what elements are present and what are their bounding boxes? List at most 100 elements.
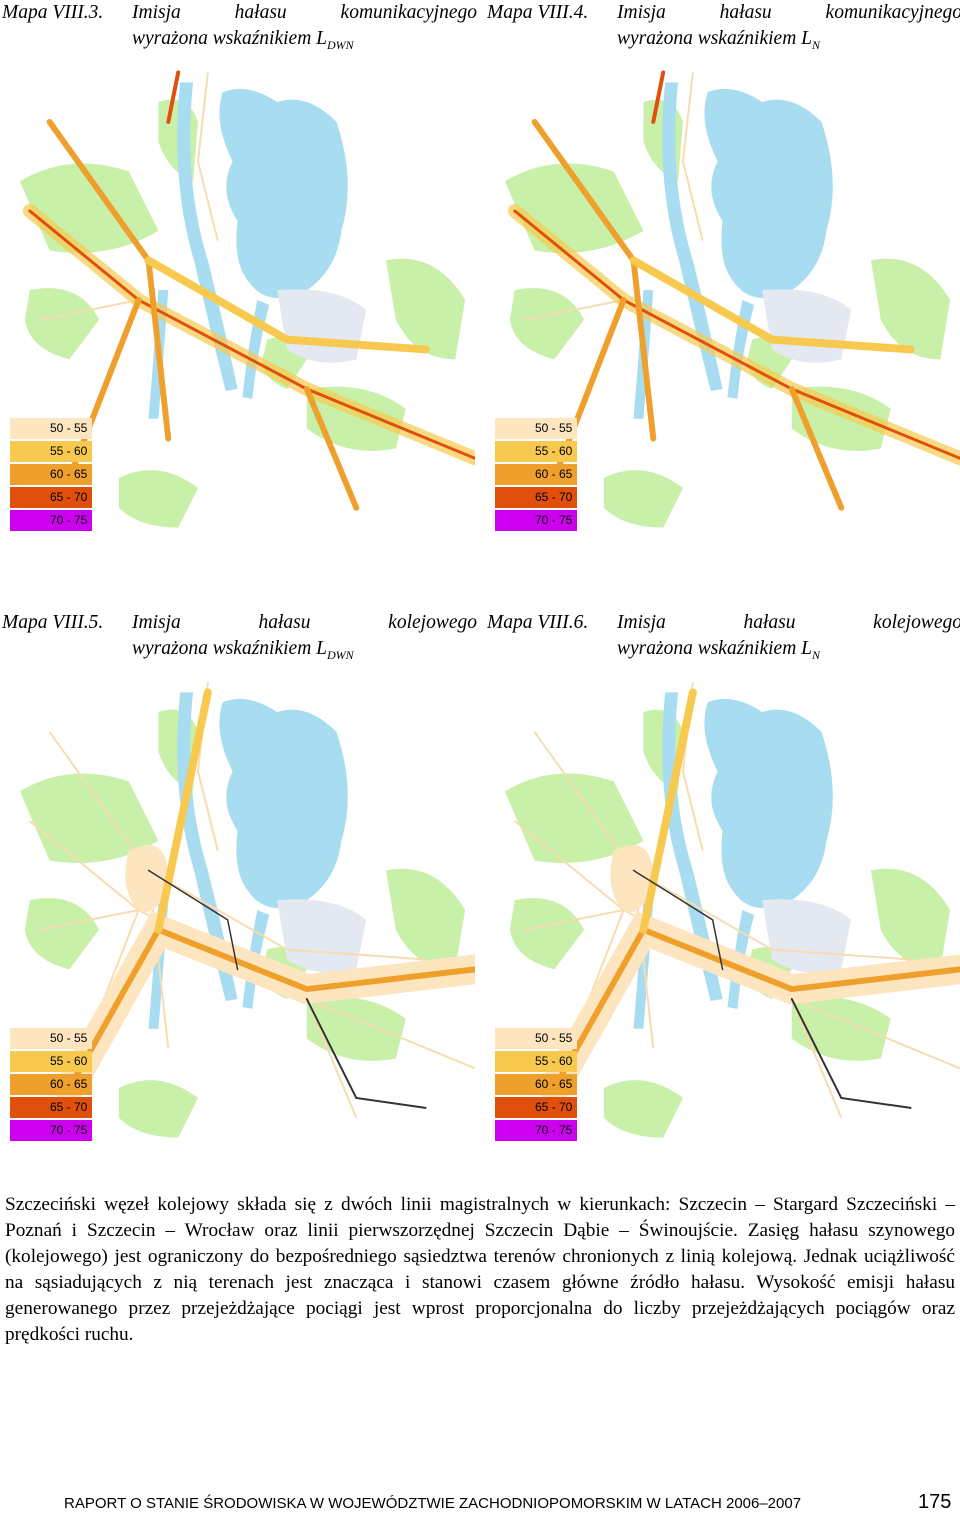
map-shape <box>632 869 724 971</box>
map <box>495 670 960 1155</box>
map-shape <box>633 869 911 961</box>
map-image <box>10 672 490 1148</box>
map-image <box>10 62 482 538</box>
caption-label: Mapa VIII.5. <box>2 612 104 633</box>
map-shape <box>651 70 666 124</box>
map-shape <box>704 698 833 909</box>
legend-entry: 55 - 60 <box>495 441 577 462</box>
caption-line: Imisja hałasu kolejowego <box>617 612 960 633</box>
map-panel: Mapa VIII.6. Imisja hałasu kolejowego wyra… <box>487 610 960 1170</box>
caption: Mapa VIII.5. Imisja hałasu kolejowego wyra… <box>2 610 477 668</box>
map-shape <box>639 688 697 934</box>
legend-entry: 70 - 75 <box>10 1120 92 1141</box>
legend-entry: 55 - 60 <box>10 1051 92 1072</box>
legend-entry: 55 - 60 <box>10 441 92 462</box>
map-shape <box>118 1080 198 1138</box>
legend-entry: 65 - 70 <box>10 1097 92 1118</box>
caption-line: Imisja hałasu komunikacyjnego <box>132 2 477 23</box>
legend-entry: 50 - 55 <box>495 1028 577 1049</box>
map-shape <box>524 909 624 931</box>
map-panel: Mapa VIII.4. Imisja hałasu komunikacyjneg… <box>487 0 960 560</box>
map <box>10 60 482 545</box>
caption-subscript: N <box>812 647 821 662</box>
legend-entry: 50 - 55 <box>10 1028 92 1049</box>
paragraph: Szczeciński węzeł kolejowy składa się z … <box>5 1194 955 1345</box>
map-shape <box>196 72 219 241</box>
map-shape <box>790 998 843 1119</box>
caption-line: Imisja hałasu komunikacyjnego <box>617 2 960 23</box>
legend-entry: 50 - 55 <box>10 418 92 439</box>
map-shape <box>54 688 490 1109</box>
map-shape <box>603 1080 683 1138</box>
map-shape <box>870 868 951 970</box>
map-panel: Mapa VIII.5. Imisja hałasu kolejowego wyra… <box>2 610 490 1170</box>
map-shape <box>509 898 585 970</box>
caption-text: wyrażona wskaźnikiem L <box>617 28 812 49</box>
map-shape <box>219 88 348 299</box>
legend-entry: 60 - 65 <box>10 1074 92 1095</box>
map-shape <box>704 88 833 299</box>
legend-entry: 65 - 70 <box>495 487 577 508</box>
legend-entry: 50 - 55 <box>495 418 577 439</box>
map-shape <box>524 299 624 321</box>
footer: RAPORT O STANIE ŚRODOWISKA W WOJEWÓDZTWI… <box>64 1495 802 1512</box>
legend: 50 - 55 55 - 60 60 - 65 65 - 70 70 - 75 <box>10 1028 92 1143</box>
map-shape <box>791 996 891 1061</box>
legend: 50 - 55 55 - 60 60 - 65 65 - 70 70 - 75 <box>10 418 92 533</box>
caption: Mapa VIII.4. Imisja hałasu komunikacyjneg… <box>487 0 960 58</box>
caption-line: Imisja hałasu kolejowego <box>132 612 477 633</box>
map-shape <box>790 998 912 1109</box>
map-panel: Mapa VIII.3. Imisja hałasu komunikacyjneg… <box>2 0 482 560</box>
map-shape <box>385 868 466 970</box>
caption-subscript: DWN <box>327 647 354 662</box>
legend-entry: 55 - 60 <box>495 1051 577 1072</box>
legend-entry: 65 - 70 <box>495 1097 577 1118</box>
map-shape <box>603 470 683 528</box>
map-shape <box>147 869 239 971</box>
caption-line2: wyrażona wskaźnikiem LDWN <box>132 26 477 58</box>
map-shape <box>551 926 960 1092</box>
map-shape <box>22 70 482 511</box>
map-shape <box>513 209 960 460</box>
map-shape <box>148 869 426 961</box>
caption-label: Mapa VIII.4. <box>487 2 589 23</box>
legend-entry: 60 - 65 <box>495 464 577 485</box>
map-shape <box>219 698 348 909</box>
map-shape <box>681 72 704 241</box>
map-shape <box>610 844 654 912</box>
map-shape <box>144 256 430 354</box>
map-image <box>495 672 960 1148</box>
map-shape <box>166 70 181 124</box>
caption-title: Imisja hałasu komunikacyjnego wyrażona ws… <box>132 0 477 58</box>
caption: Mapa VIII.6. Imisja hałasu kolejowego wyra… <box>487 610 960 668</box>
map-shape <box>306 996 406 1061</box>
caption-title: Imisja hałasu kolejowego wyrażona wskaźni… <box>617 610 960 668</box>
map-shape <box>662 692 723 1002</box>
page-number: 175 <box>918 1491 952 1513</box>
map-shape <box>28 209 477 460</box>
map-shape <box>305 998 358 1119</box>
map-shape <box>303 386 360 511</box>
map-shape <box>66 926 478 1092</box>
legend-entry: 60 - 65 <box>10 464 92 485</box>
legend: 50 - 55 55 - 60 60 - 65 65 - 70 70 - 75 <box>495 418 577 533</box>
caption-text: wyrażona wskaźnikiem L <box>617 638 812 659</box>
map-shape <box>509 288 585 360</box>
legend-entry: 70 - 75 <box>495 510 577 531</box>
map-shape <box>24 898 100 970</box>
caption-subscript: DWN <box>327 37 354 52</box>
map-shape <box>154 688 212 934</box>
map-shape <box>662 82 723 392</box>
caption-title: Imisja hałasu komunikacyjnego wyrażona ws… <box>617 0 960 58</box>
map-shape <box>177 82 238 392</box>
caption: Mapa VIII.3. Imisja hałasu komunikacyjneg… <box>2 0 477 58</box>
caption-text: wyrażona wskaźnikiem L <box>132 638 327 659</box>
legend-entry: 70 - 75 <box>495 1120 577 1141</box>
map-shape <box>788 386 845 511</box>
map-shape <box>39 299 139 321</box>
legend-entry: 70 - 75 <box>10 510 92 531</box>
map-shape <box>39 909 139 931</box>
legend-entry: 60 - 65 <box>495 1074 577 1095</box>
caption-title: Imisja hałasu kolejowego wyrażona wskaźni… <box>132 610 477 668</box>
map-shape <box>385 258 466 360</box>
